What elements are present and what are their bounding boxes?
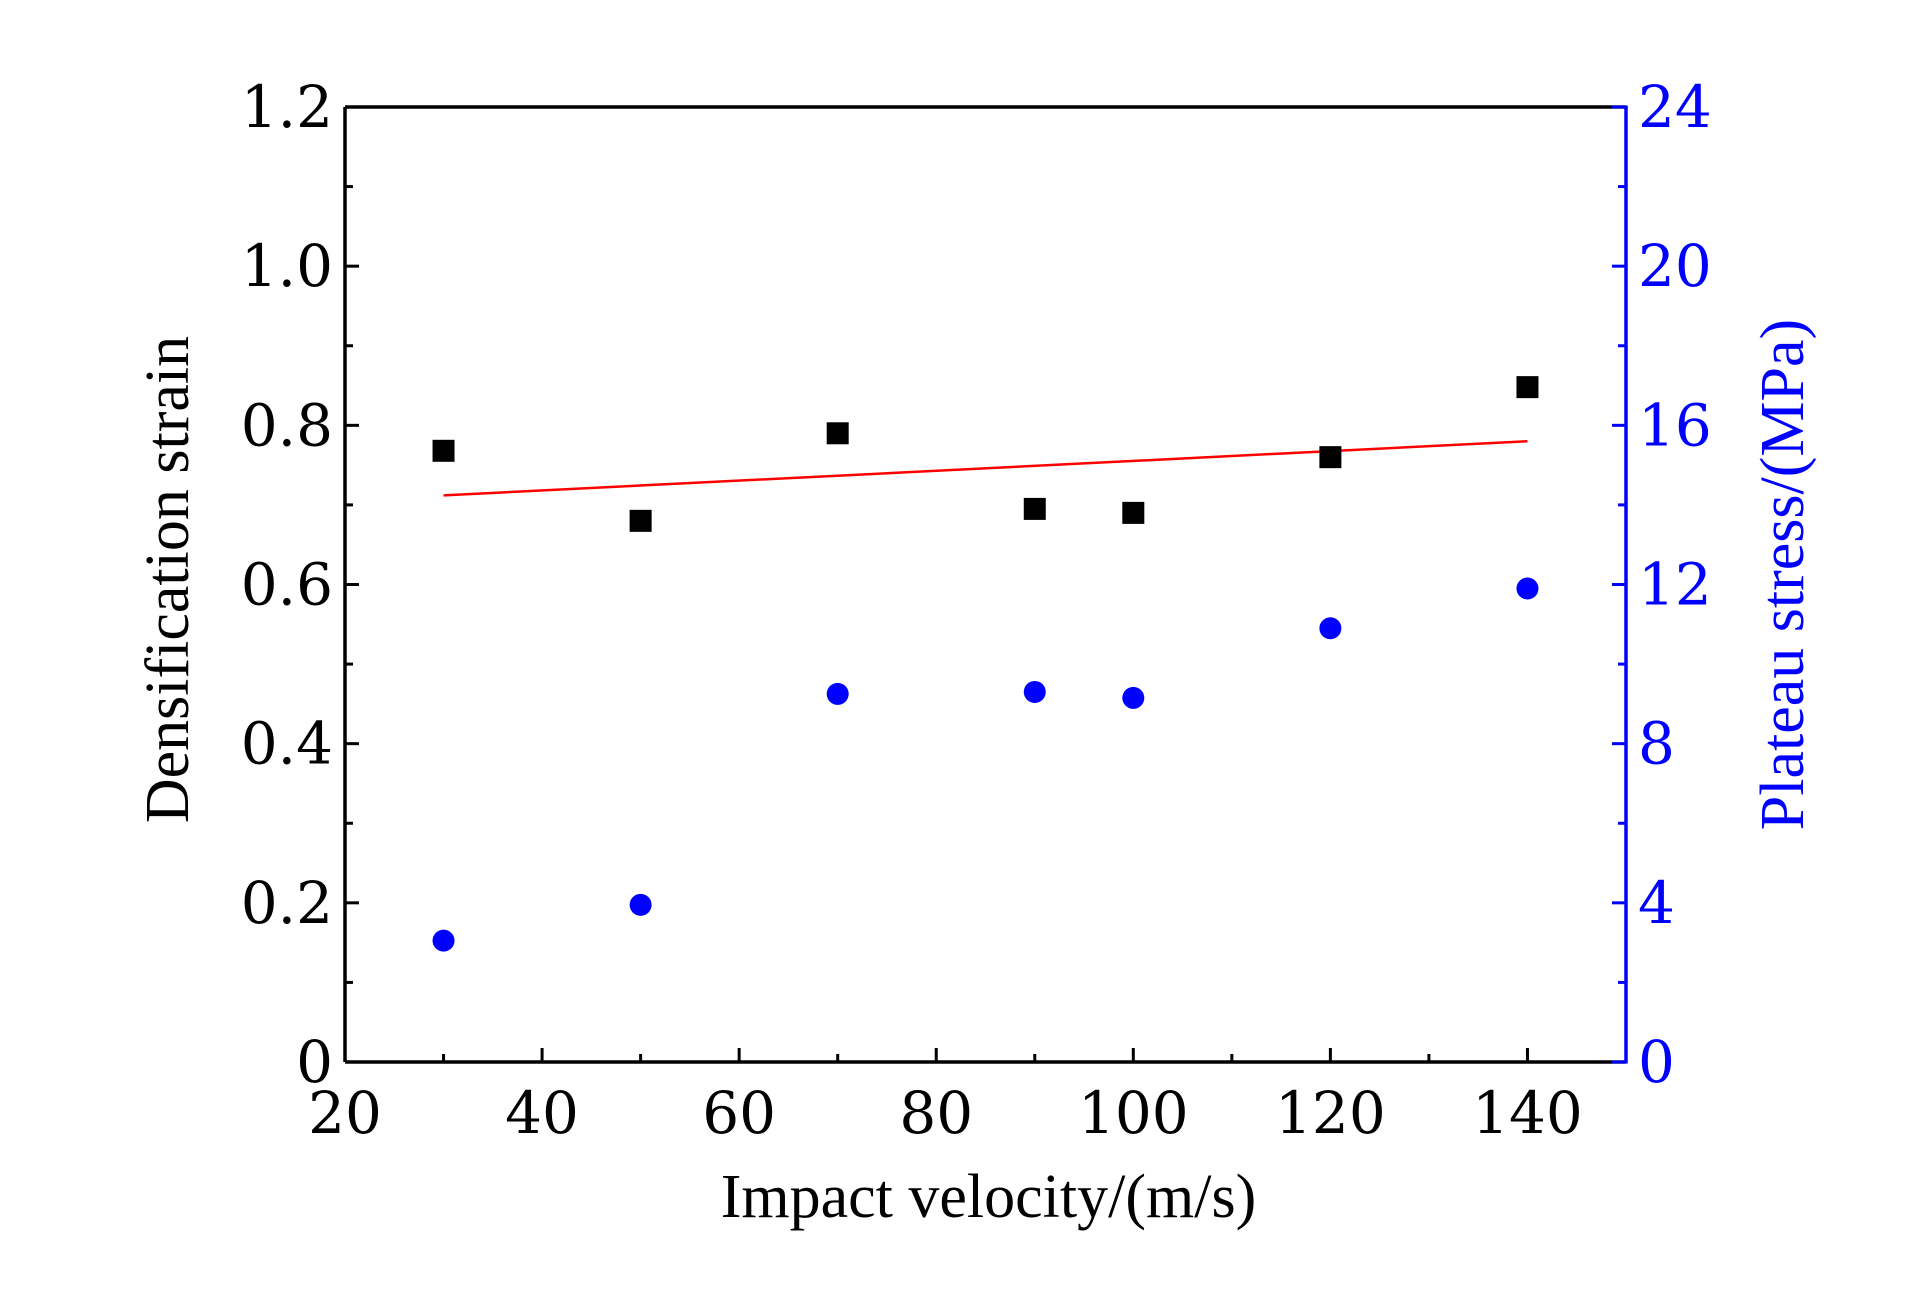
y-right-tick-label: 20: [1638, 232, 1712, 300]
data-points-layer: [432, 376, 1539, 952]
densification-strain-point: [629, 509, 652, 532]
plateau-stress-point: [1023, 680, 1046, 703]
y-left-tick-label: 1.0: [241, 232, 333, 300]
densification-strain-point: [432, 439, 455, 462]
y-right-tick-label: 16: [1638, 391, 1712, 459]
plateau-stress-point: [629, 893, 652, 916]
tick-labels-layer: 20 40 60 80 100 120 140 0 0.2 0.4 0.6 0.8 1.0 1.2 0 4 8 1…: [241, 73, 1712, 1147]
y-left-tick-label: 0.2: [241, 869, 333, 937]
y-left-tick-label: 1.2: [241, 73, 333, 141]
densification-strain-point: [1122, 501, 1145, 524]
x-tick-label: 60: [702, 1079, 776, 1147]
x-tick-label: 100: [1078, 1079, 1189, 1147]
plateau-stress-point: [1516, 577, 1539, 600]
densification-strain-point: [1023, 497, 1046, 520]
plateau-stress-point: [432, 929, 455, 952]
plateau-stress-point: [1319, 617, 1342, 640]
densification-strain-point: [1319, 446, 1342, 469]
y-left-axis-title: Densification strain: [134, 336, 202, 823]
fit-line: [443, 440, 1528, 497]
y-left-tick-label: 0.6: [241, 551, 333, 619]
y-right-tick-label: 8: [1638, 710, 1675, 778]
y-right-tick-label: 24: [1638, 73, 1712, 141]
densification-strain-point: [1516, 376, 1539, 399]
x-tick-label: 80: [899, 1079, 973, 1147]
y-left-tick-label: 0: [296, 1028, 333, 1096]
plateau-stress-point: [826, 682, 849, 705]
plateau-stress-point: [1122, 686, 1145, 709]
y-right-tick-label: 4: [1638, 869, 1675, 937]
fit-line-layer: [443, 440, 1528, 497]
y-left-tick-label: 0.8: [241, 391, 333, 459]
ticks-layer: [343, 105, 1626, 1064]
y-right-axis-title: Plateau stress/(MPa): [1749, 319, 1817, 830]
y-right-tick-label: 12: [1638, 551, 1712, 619]
x-tick-label: 140: [1472, 1079, 1583, 1147]
y-left-tick-label: 0.4: [241, 710, 333, 778]
y-right-tick-label: 0: [1638, 1028, 1675, 1096]
x-axis-title: Impact velocity/(m/s): [721, 1163, 1256, 1231]
x-tick-label: 120: [1275, 1079, 1386, 1147]
x-tick-label: 20: [308, 1079, 382, 1147]
densification-strain-point: [826, 422, 849, 445]
x-tick-label: 40: [505, 1079, 579, 1147]
